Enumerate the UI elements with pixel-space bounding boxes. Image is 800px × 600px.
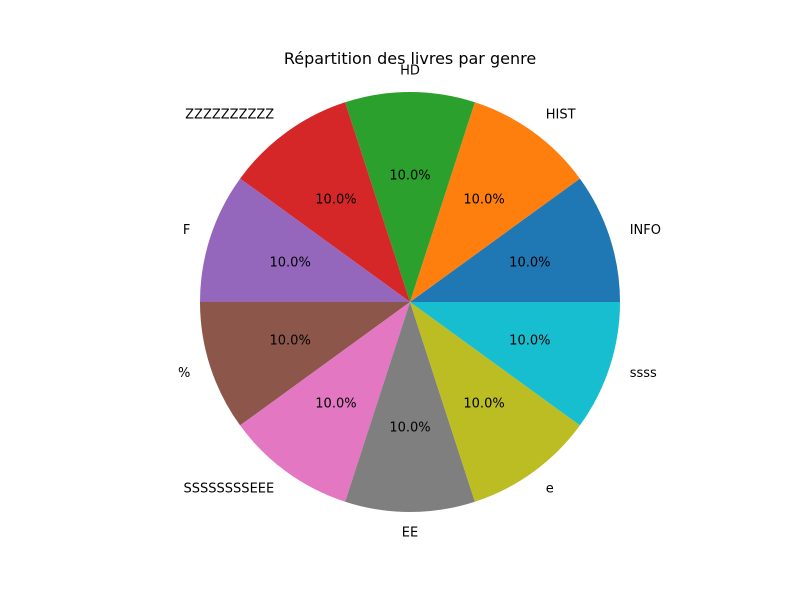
pie-slice-7 <box>240 302 410 502</box>
pie-category-label: ssss <box>630 366 657 381</box>
pie-slice-4 <box>240 102 410 302</box>
chart-title: Répartition des livres par genre <box>284 49 536 68</box>
pie-category-label: HD <box>400 64 420 79</box>
pie-slice-8 <box>345 302 475 512</box>
pie-slice-9 <box>410 302 580 502</box>
pie-percent-label: 10.0% <box>463 193 504 208</box>
pie-category-label: F <box>183 223 190 238</box>
pie-slice-10 <box>410 302 620 426</box>
pie-percent-label: 10.0% <box>389 421 430 436</box>
pie-category-label: EE <box>402 526 418 541</box>
pie-slices <box>200 92 620 512</box>
pie-category-label: HIST <box>546 108 576 123</box>
pie-percent-label: 10.0% <box>509 256 550 271</box>
pie-percent-label: 10.0% <box>315 193 356 208</box>
pie-slice-6 <box>200 302 410 426</box>
pie-percent-label: 10.0% <box>270 333 311 348</box>
pie-category-label: ZZZZZZZZZZ <box>185 108 274 123</box>
pie-percent-label: 10.0% <box>315 396 356 411</box>
pie-category-label: SSSSSSSSEEE <box>184 481 275 496</box>
pie-percent-labels: 10.0% 10.0% 10.0% 10.0% 10.0% 10.0% 10.0% 10.0%… <box>270 169 551 436</box>
pie-category-label: % <box>178 366 190 381</box>
pie-category-label: e <box>546 481 554 496</box>
pie-slice-2 <box>410 102 580 302</box>
pie-percent-label: 10.0% <box>463 396 504 411</box>
pie-percent-label: 10.0% <box>389 169 430 184</box>
pie-percent-label: 10.0% <box>509 333 550 348</box>
pie-slice-3 <box>345 92 475 302</box>
pie-percent-label: 10.0% <box>270 256 311 271</box>
pie-slice-5 <box>200 178 410 302</box>
pie-slice-1 <box>410 178 620 302</box>
pie-category-label: INFO <box>630 223 661 238</box>
pie-labels: INFO HIST HD ZZZZZZZZZZ F% SSSSSSSSEEE EE e ssss <box>178 64 661 541</box>
